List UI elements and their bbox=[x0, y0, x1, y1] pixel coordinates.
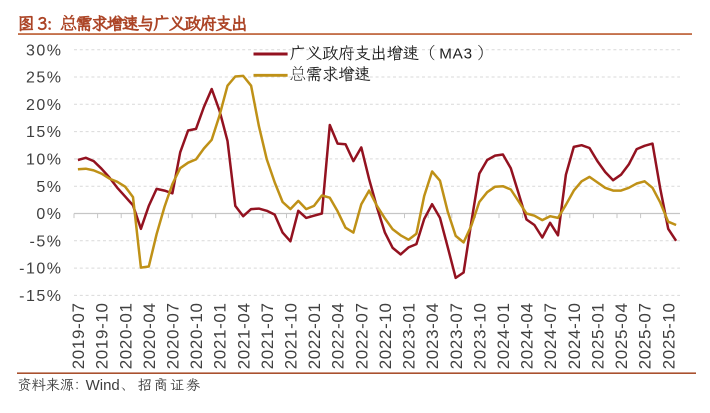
svg-text:2023-10: 2023-10 bbox=[470, 302, 489, 369]
svg-text:2020-04: 2020-04 bbox=[140, 302, 159, 369]
svg-text:2020-01: 2020-01 bbox=[116, 302, 135, 369]
svg-text:-15%: -15% bbox=[19, 288, 62, 305]
svg-text:2019-10: 2019-10 bbox=[93, 302, 112, 369]
svg-text:2020-10: 2020-10 bbox=[187, 302, 206, 369]
svg-text:2025-04: 2025-04 bbox=[612, 302, 631, 369]
svg-text:2022-04: 2022-04 bbox=[329, 302, 348, 369]
svg-text:2023-07: 2023-07 bbox=[447, 302, 466, 369]
svg-text:2023-04: 2023-04 bbox=[423, 302, 442, 369]
svg-text:0%: 0% bbox=[36, 206, 62, 223]
svg-text:5%: 5% bbox=[36, 179, 62, 196]
svg-text:2021-10: 2021-10 bbox=[282, 302, 301, 369]
svg-text:2022-07: 2022-07 bbox=[352, 302, 371, 369]
svg-text:2023-01: 2023-01 bbox=[400, 302, 419, 369]
svg-text:2025-07: 2025-07 bbox=[636, 302, 655, 369]
svg-text:2024-10: 2024-10 bbox=[565, 302, 584, 369]
svg-text:2022-01: 2022-01 bbox=[305, 302, 324, 369]
svg-text:2021-04: 2021-04 bbox=[234, 302, 253, 369]
svg-text:30%: 30% bbox=[26, 42, 63, 59]
svg-text:10%: 10% bbox=[26, 152, 63, 169]
svg-text:MA3: MA3 bbox=[439, 45, 473, 62]
svg-text:-10%: -10% bbox=[19, 261, 62, 278]
svg-text:2021-01: 2021-01 bbox=[211, 302, 230, 369]
svg-text:25%: 25% bbox=[26, 70, 63, 87]
svg-text:2025-10: 2025-10 bbox=[659, 302, 678, 369]
svg-text:2025-01: 2025-01 bbox=[589, 302, 608, 369]
svg-text:2024-04: 2024-04 bbox=[518, 302, 537, 369]
svg-text:20%: 20% bbox=[26, 97, 63, 114]
svg-text:2022-10: 2022-10 bbox=[376, 302, 395, 369]
svg-text:Wind: Wind bbox=[86, 377, 120, 394]
svg-text:2021-07: 2021-07 bbox=[258, 302, 277, 369]
svg-text:15%: 15% bbox=[26, 124, 63, 141]
svg-text:2020-07: 2020-07 bbox=[164, 302, 183, 369]
svg-text:2024-07: 2024-07 bbox=[541, 302, 560, 369]
svg-text:2024-01: 2024-01 bbox=[494, 302, 513, 369]
svg-text:-5%: -5% bbox=[30, 233, 63, 250]
svg-text:2019-07: 2019-07 bbox=[69, 302, 88, 369]
